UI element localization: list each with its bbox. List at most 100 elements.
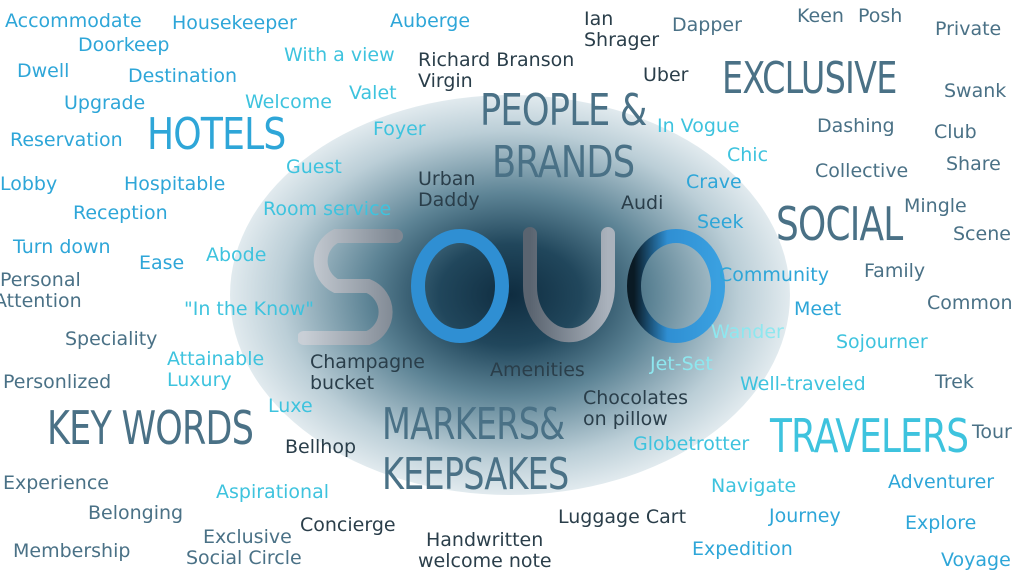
word-adventurer: Adventurer bbox=[888, 471, 995, 493]
heading-people-brands-line1: PEOPLE & bbox=[480, 85, 647, 136]
word-explore: Explore bbox=[905, 512, 977, 534]
word-with-a-view: With a view bbox=[284, 44, 395, 66]
word-chocolates: Chocolates bbox=[583, 387, 688, 409]
word-common: Common bbox=[927, 292, 1013, 314]
word-crave: Crave bbox=[686, 171, 742, 193]
word-community: Community bbox=[719, 264, 829, 286]
word-tour: Tour bbox=[972, 421, 1012, 443]
word-dapper: Dapper bbox=[672, 14, 742, 36]
word-on-pillow: on pillow bbox=[583, 408, 668, 430]
word-shrager: Shrager bbox=[584, 29, 660, 51]
word-champagne: Champagne bbox=[310, 351, 425, 373]
word-membership: Membership bbox=[13, 540, 131, 562]
word-personlized: Personlized bbox=[3, 371, 112, 393]
word-meet: Meet bbox=[794, 298, 842, 320]
word-attainable: Attainable bbox=[167, 348, 265, 370]
word-well-traveled: Well-traveled bbox=[740, 373, 866, 395]
heading-travelers: TRAVELERS bbox=[770, 409, 969, 463]
word-bucket: bucket bbox=[310, 372, 375, 394]
word-posh: Posh bbox=[858, 5, 903, 27]
word-speciality: Speciality bbox=[65, 328, 158, 350]
word-welcome-note: welcome note bbox=[418, 550, 552, 572]
word-journey: Journey bbox=[769, 505, 841, 527]
word-reception: Reception bbox=[73, 202, 168, 224]
word-dwell: Dwell bbox=[17, 60, 70, 82]
word-navigate: Navigate bbox=[711, 475, 797, 497]
heading-markers-line2: KEEPSAKES bbox=[382, 449, 569, 500]
word-destination: Destination bbox=[128, 65, 238, 87]
word-personal: Personal bbox=[0, 269, 81, 291]
word-valet: Valet bbox=[349, 82, 397, 104]
word-ease: Ease bbox=[139, 252, 185, 274]
heading-social: SOCIAL bbox=[776, 197, 903, 251]
word-luxury: Luxury bbox=[167, 369, 232, 391]
center-glow bbox=[230, 95, 790, 495]
word-belonging: Belonging bbox=[88, 502, 184, 524]
word-hospitable: Hospitable bbox=[124, 173, 226, 195]
word-in-the-know: "In the Know" bbox=[184, 298, 315, 320]
word-uber: Uber bbox=[643, 64, 689, 86]
word-guest: Guest bbox=[286, 156, 342, 178]
word-voyage: Voyage bbox=[941, 549, 1011, 571]
word-sojourner: Sojourner bbox=[836, 331, 928, 353]
word-amenities: Amenities bbox=[490, 359, 585, 381]
word-expedition: Expedition bbox=[692, 538, 793, 560]
word-swank: Swank bbox=[944, 80, 1007, 102]
word-welcome: Welcome bbox=[245, 91, 332, 113]
word-jet-set: Jet-Set bbox=[650, 353, 713, 375]
word-in-vogue: In Vogue bbox=[657, 115, 740, 137]
word-concierge: Concierge bbox=[300, 514, 396, 536]
word-dashing: Dashing bbox=[817, 115, 895, 137]
word-virgin: Virgin bbox=[418, 70, 473, 92]
word-chic: Chic bbox=[727, 144, 769, 166]
word-private: Private bbox=[935, 18, 1002, 40]
word-aspirational: Aspirational bbox=[216, 481, 330, 503]
word-bellhop: Bellhop bbox=[285, 436, 357, 458]
word-upgrade: Upgrade bbox=[64, 92, 146, 114]
word-richard-branson: Richard Branson bbox=[418, 49, 575, 71]
word-experience: Experience bbox=[3, 472, 109, 494]
word-audi: Audi bbox=[621, 192, 664, 214]
word-lobby: Lobby bbox=[0, 173, 58, 195]
word-collective: Collective bbox=[815, 160, 909, 182]
heading-key-words: KEY WORDS bbox=[47, 401, 254, 455]
word-share: Share bbox=[946, 153, 1001, 175]
word-urban: Urban bbox=[418, 168, 476, 190]
heading-people-brands-line2: BRANDS bbox=[492, 137, 635, 188]
heading-markers-line1: MARKERS& bbox=[382, 399, 565, 450]
word-scene: Scene bbox=[953, 223, 1011, 245]
word-accommodate: Accommodate bbox=[5, 10, 142, 32]
word-ian: Ian bbox=[584, 8, 614, 30]
word-seek: Seek bbox=[697, 211, 744, 233]
word-club: Club bbox=[934, 121, 977, 143]
heading-exclusive: EXCLUSIVE bbox=[722, 53, 897, 104]
word-family: Family bbox=[864, 260, 926, 282]
word-wander: Wander bbox=[711, 321, 784, 343]
word-housekeeper: Housekeeper bbox=[172, 12, 297, 34]
logo-letter-s bbox=[298, 229, 403, 345]
word-doorkeep: Doorkeep bbox=[78, 34, 170, 56]
word-daddy: Daddy bbox=[418, 189, 480, 211]
word-foyer: Foyer bbox=[373, 118, 426, 140]
word-exclusive-social-1: Exclusive bbox=[203, 526, 292, 548]
word-mingle: Mingle bbox=[904, 195, 967, 217]
word-auberge: Auberge bbox=[390, 10, 471, 32]
word-globetrotter: Globetrotter bbox=[633, 433, 750, 455]
word-trek: Trek bbox=[935, 371, 974, 393]
word-attention: Attention bbox=[0, 290, 82, 312]
word-handwritten: Handwritten bbox=[426, 529, 544, 551]
word-room-service: Room service bbox=[263, 198, 392, 220]
logo-letter-o bbox=[411, 229, 509, 343]
sojo-logo bbox=[298, 227, 725, 345]
word-reservation: Reservation bbox=[10, 129, 123, 151]
heading-hotels: HOTELS bbox=[147, 109, 286, 160]
logo-letter-j bbox=[523, 227, 615, 343]
word-abode: Abode bbox=[206, 244, 267, 266]
word-exclusive-social-2: Social Circle bbox=[186, 547, 302, 569]
word-turn-down: Turn down bbox=[13, 236, 111, 258]
word-luggage-cart: Luggage Cart bbox=[558, 506, 687, 528]
logo-letter-o-2 bbox=[627, 229, 725, 343]
word-keen: Keen bbox=[797, 5, 844, 27]
word-luxe: Luxe bbox=[268, 395, 313, 417]
